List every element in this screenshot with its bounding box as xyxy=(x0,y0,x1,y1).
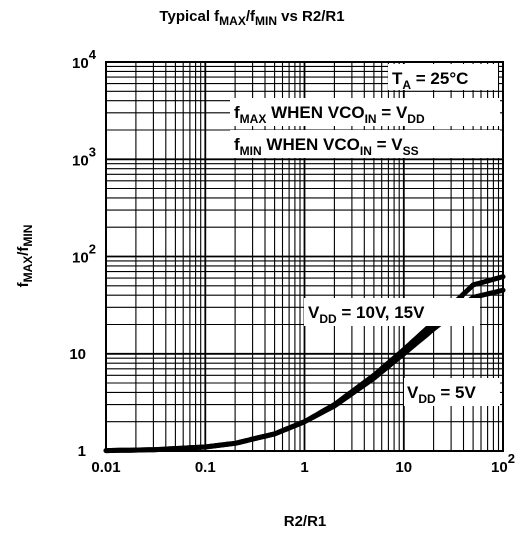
x-axis-label: R2/R1 xyxy=(284,513,327,530)
chart-title: Typical fMAX/fMIN vs R2/R1 xyxy=(159,8,344,28)
y-tick-label: 1 xyxy=(78,443,86,460)
annotation-fmax: fMAX WHEN VCOIN = VDD xyxy=(230,98,500,126)
y-tick-label: 10 xyxy=(69,346,86,363)
svg-text:VDD = 5V: VDD = 5V xyxy=(407,383,477,406)
y-tick-label: 103 xyxy=(72,144,96,169)
annotation-ta: TA = 25°C xyxy=(388,64,498,92)
annotation-vdd-low: VDD = 5V xyxy=(404,378,500,406)
svg-text:fMIN WHEN VCOIN = VSS: fMIN WHEN VCOIN = VSS xyxy=(234,135,419,158)
y-tick-label: 102 xyxy=(72,242,96,267)
x-tick-label: 0.01 xyxy=(91,459,120,476)
annotation-vdd-high: VDD = 10V, 15V xyxy=(304,298,480,326)
plot-frame xyxy=(105,61,504,452)
x-tick-label: 1 xyxy=(300,459,308,476)
y-tick-label: 104 xyxy=(72,47,97,72)
annotation-fmin: fMIN WHEN VCOIN = VSS xyxy=(230,130,500,158)
tick-labels: 0.01 0.1 1 10 102 1 10 102 103 104 xyxy=(69,47,515,476)
x-tick-label: 0.1 xyxy=(195,459,216,476)
y-axis-label: fMAX/fMIN xyxy=(15,225,35,288)
svg-text:fMAX WHEN VCOIN = VDD: fMAX WHEN VCOIN = VDD xyxy=(234,103,425,126)
x-tick-label: 10 xyxy=(395,459,412,476)
x-tick-label: 102 xyxy=(491,451,515,476)
svg-text:TA = 25°C: TA = 25°C xyxy=(392,69,468,92)
svg-text:VDD = 10V, 15V: VDD = 10V, 15V xyxy=(308,303,425,326)
